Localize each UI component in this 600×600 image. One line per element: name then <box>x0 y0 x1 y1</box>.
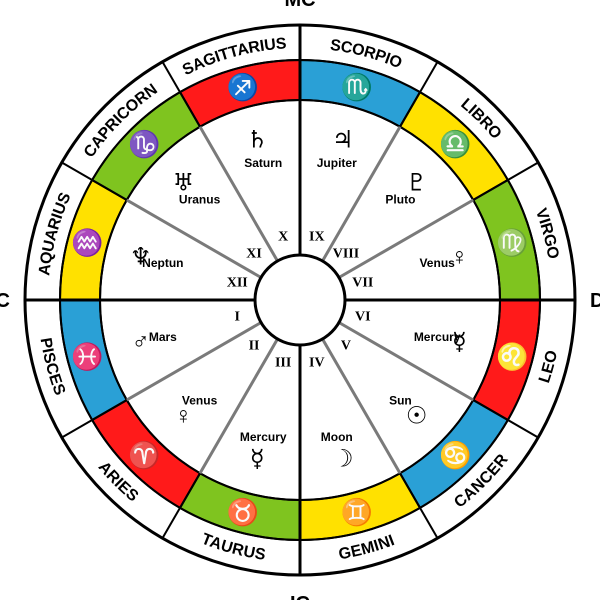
sign-glyph: ♉ <box>227 497 259 527</box>
house-number: IX <box>309 230 325 245</box>
planet-glyph: ♂ <box>132 330 150 356</box>
planet-name: Sun <box>389 393 412 407</box>
planet-name: Uranus <box>179 193 221 207</box>
sign-glyph: ♏ <box>341 72 373 102</box>
planet-glyph: ☽ <box>332 446 354 472</box>
planet-name: Pluto <box>385 193 415 207</box>
natal-chart: SAGITTARIUSSCORPIOLIBROVIRGOLEOCANCERGEM… <box>0 0 600 600</box>
planet-name: Mars <box>149 330 177 344</box>
hub <box>255 255 345 345</box>
house-number: III <box>275 355 291 370</box>
sign-glyph: ♓ <box>71 341 103 371</box>
house-number: II <box>249 338 260 353</box>
planet-name: Neptun <box>142 256 183 270</box>
house-number: IV <box>309 355 325 370</box>
sign-glyph: ♈ <box>128 440 160 470</box>
sign-glyph: ♒ <box>71 228 103 258</box>
sign-glyph: ♊ <box>341 497 373 527</box>
planet-glyph: ♀ <box>174 404 192 430</box>
planet-name: Venus <box>182 393 218 407</box>
planet-name: Jupiter <box>317 156 357 170</box>
house-number: VII <box>352 276 373 291</box>
house-number: V <box>341 338 351 353</box>
axis-label: DC <box>590 290 600 312</box>
planet-name: Mercury <box>240 430 287 444</box>
house-number: XII <box>227 276 248 291</box>
sign-glyph: ♎ <box>439 129 471 159</box>
house-number: VIII <box>333 247 359 262</box>
axis-label: AC <box>0 290 10 312</box>
planet-glyph: ♃ <box>332 128 354 154</box>
planet-glyph: ♄ <box>247 128 269 154</box>
planet-name: Moon <box>321 430 353 444</box>
planet-name: Mercury <box>414 330 461 344</box>
sign-glyph: ♑ <box>128 129 160 159</box>
axis-label: IC <box>290 593 310 600</box>
house-number: X <box>278 230 288 245</box>
sign-glyph: ♐ <box>227 72 259 102</box>
sign-glyph: ♍ <box>496 228 528 258</box>
planet-name: Venus <box>419 256 455 270</box>
axis-label: MC <box>284 0 315 11</box>
planet-glyph: ☿ <box>250 446 265 472</box>
planet-glyph: ☉ <box>406 404 428 430</box>
house-number: I <box>234 309 239 324</box>
planet-name: Saturn <box>244 156 282 170</box>
house-number: VI <box>355 309 371 324</box>
house-number: XI <box>246 247 262 262</box>
sign-glyph: ♌ <box>496 341 528 371</box>
sign-glyph: ♋ <box>439 440 471 470</box>
